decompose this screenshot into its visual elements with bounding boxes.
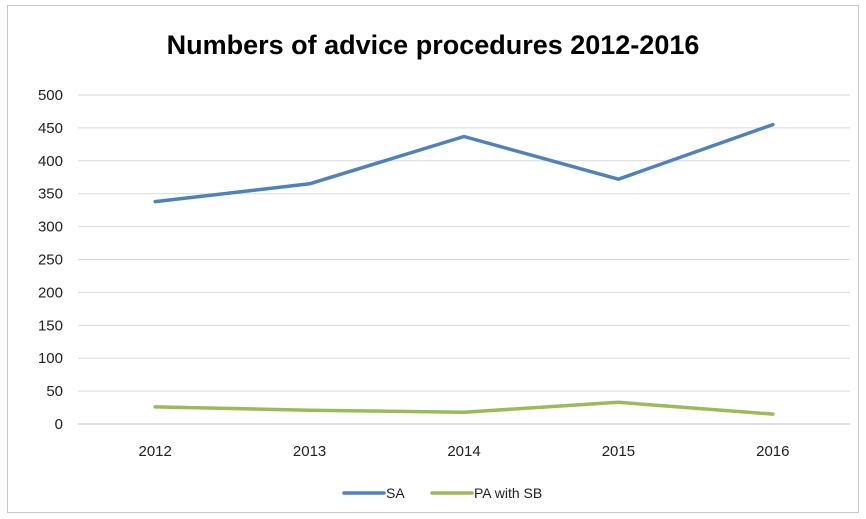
data-point: [463, 411, 466, 414]
data-point: [308, 409, 311, 412]
data-point: [771, 123, 774, 126]
y-tick-label: 400: [38, 153, 63, 170]
y-tick-label: 300: [38, 219, 63, 236]
x-tick-label: 2016: [756, 443, 789, 460]
y-tick-label: 250: [38, 252, 63, 269]
gridlines: [78, 94, 850, 425]
series-lines: [153, 122, 775, 416]
data-point: [617, 401, 620, 404]
y-tick-label: 0: [55, 416, 63, 433]
y-tick-label: 150: [38, 317, 63, 334]
data-point: [463, 135, 466, 138]
y-tick-label: 100: [38, 350, 63, 367]
x-tick-label: 2012: [139, 443, 172, 460]
x-axis-tick-labels: 2012 2013 2014 2015 2016: [139, 443, 790, 460]
data-point: [154, 405, 157, 408]
data-point: [771, 413, 774, 416]
x-tick-label: 2015: [602, 443, 635, 460]
data-point: [154, 200, 157, 203]
data-point: [308, 182, 311, 185]
legend-label: SA: [386, 485, 405, 501]
series-line-sa: [153, 122, 775, 204]
y-tick-label: 350: [38, 186, 63, 203]
y-tick-label: 450: [38, 120, 63, 137]
chart-title: Numbers of advice procedures 2012-2016: [166, 30, 700, 60]
legend-label: PA with SB: [474, 485, 542, 501]
y-tick-label: 500: [38, 87, 63, 104]
y-tick-label: 50: [46, 383, 63, 400]
x-tick-label: 2013: [293, 443, 326, 460]
series-line-pa-with-sb: [153, 400, 775, 416]
legend: SA PA with SB: [342, 485, 542, 501]
data-point: [617, 178, 620, 181]
y-axis-tick-labels: 0 50 100 150 200 250 300 350 400 450 500: [38, 87, 63, 433]
y-tick-label: 200: [38, 284, 63, 301]
x-tick-label: 2014: [447, 443, 480, 460]
